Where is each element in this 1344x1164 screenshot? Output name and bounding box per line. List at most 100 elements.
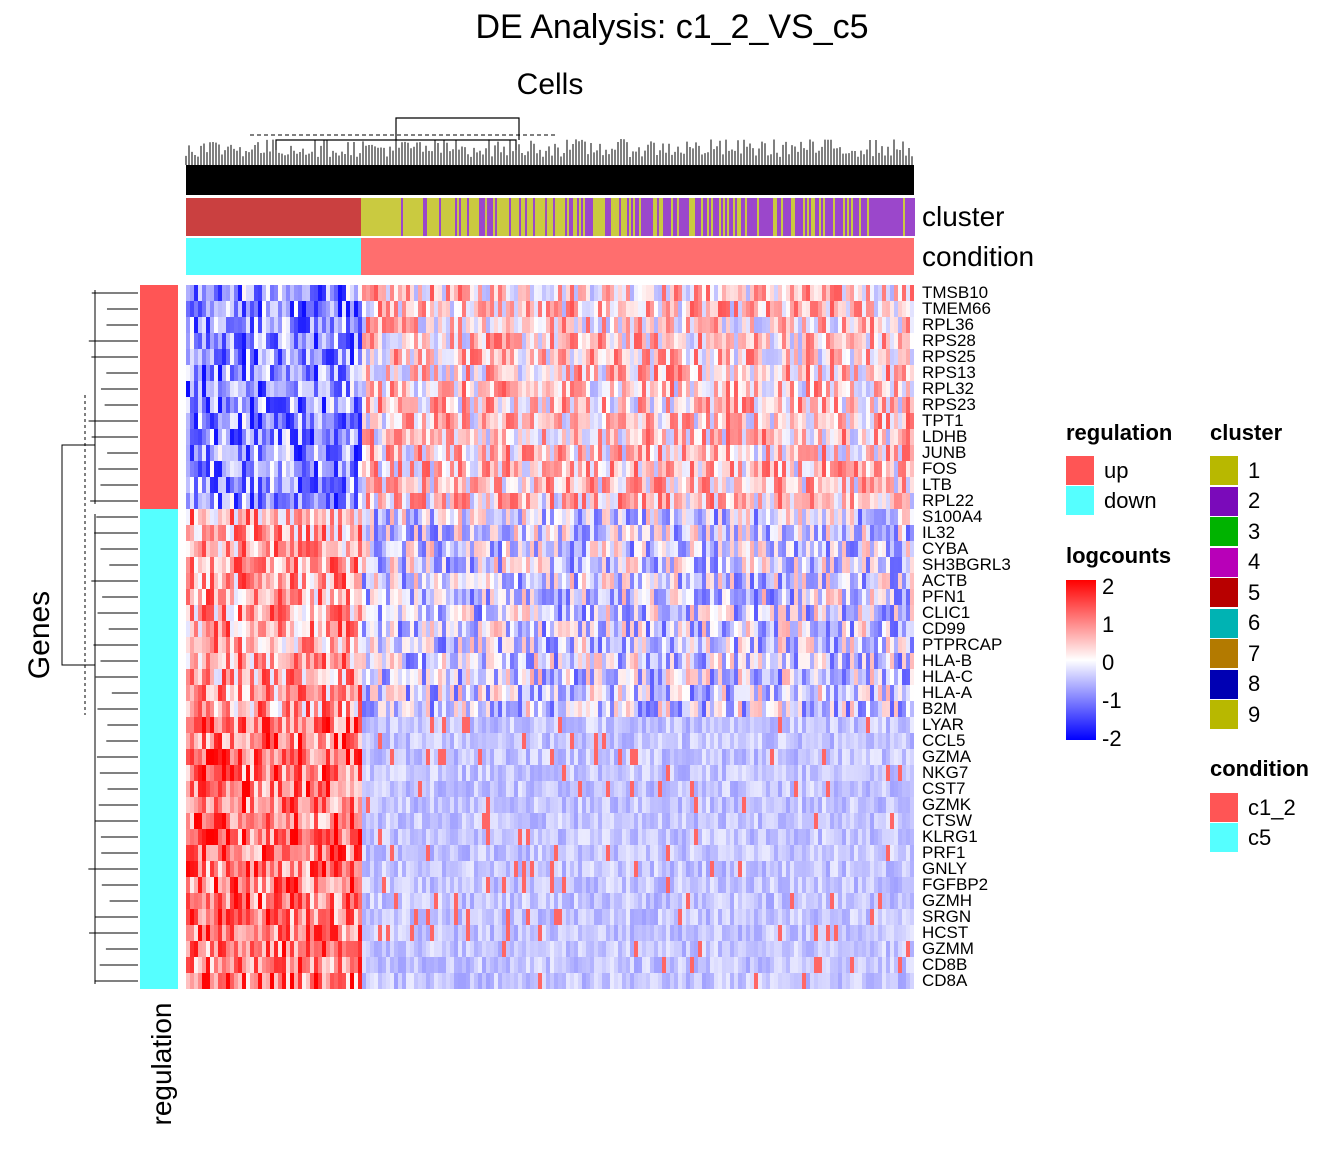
heatmap-cell	[890, 285, 894, 301]
heatmap-cell	[818, 413, 822, 429]
heatmap-cell	[250, 301, 254, 317]
heatmap-cell	[586, 317, 590, 333]
heatmap-cell	[834, 605, 838, 621]
heatmap-cell	[706, 493, 710, 509]
heatmap-cell	[874, 429, 878, 445]
heatmap-cell	[602, 477, 606, 493]
heatmap-cell	[198, 317, 202, 333]
heatmap-cell	[198, 461, 202, 477]
heatmap-cell	[286, 573, 290, 589]
heatmap-cell	[822, 349, 826, 365]
heatmap-cell	[518, 509, 522, 525]
cluster-cell	[465, 198, 467, 236]
heatmap-cell	[298, 525, 302, 541]
heatmap-cell	[266, 685, 270, 701]
cluster-cell	[361, 198, 363, 236]
heatmap-cell	[498, 285, 502, 301]
heatmap-cell	[198, 413, 202, 429]
heatmap-cell	[222, 525, 226, 541]
heatmap-cell	[558, 445, 562, 461]
cluster-cell	[753, 198, 755, 236]
heatmap-cell	[286, 509, 290, 525]
heatmap-cell	[494, 525, 498, 541]
heatmap-cell	[898, 445, 902, 461]
heatmap-cell	[254, 637, 258, 653]
heatmap-cell	[350, 445, 354, 461]
heatmap-cell	[574, 509, 578, 525]
heatmap-cell	[698, 541, 702, 557]
heatmap-cell	[350, 637, 354, 653]
heatmap-cell	[890, 349, 894, 365]
heatmap-cell	[410, 605, 414, 621]
heatmap-cell	[542, 301, 546, 317]
heatmap-cell	[226, 653, 230, 669]
heatmap-cell	[358, 605, 362, 621]
heatmap-cell	[550, 333, 554, 349]
heatmap-cell	[590, 477, 594, 493]
heatmap-cell	[298, 285, 302, 301]
heatmap-cell	[506, 349, 510, 365]
heatmap-cell	[678, 525, 682, 541]
heatmap-cell	[470, 573, 474, 589]
heatmap-cell	[886, 493, 890, 509]
heatmap-cell	[794, 573, 798, 589]
heatmap-cell	[622, 365, 626, 381]
heatmap-cell	[662, 381, 666, 397]
heatmap-cell	[298, 477, 302, 493]
heatmap-cell	[494, 557, 498, 573]
heatmap-cell	[270, 493, 274, 509]
cluster-cell	[451, 198, 453, 236]
heatmap-cell	[714, 557, 718, 573]
heatmap-cell	[210, 685, 214, 701]
heatmap-cell	[402, 285, 406, 301]
heatmap-cell	[406, 285, 410, 301]
heatmap-cell	[758, 397, 762, 413]
heatmap-cell	[878, 509, 882, 525]
heatmap-cell	[246, 445, 250, 461]
cluster-cell	[661, 198, 663, 236]
heatmap-cell	[210, 429, 214, 445]
heatmap-cell	[226, 317, 230, 333]
heatmap-cell	[830, 509, 834, 525]
heatmap-cell	[682, 365, 686, 381]
heatmap-cell	[246, 621, 250, 637]
heatmap-cell	[518, 573, 522, 589]
heatmap-cell	[598, 429, 602, 445]
heatmap-cell	[306, 461, 310, 477]
heatmap-cell	[882, 589, 886, 605]
heatmap-cell	[734, 413, 738, 429]
heatmap-cell	[886, 461, 890, 477]
heatmap-cell	[250, 477, 254, 493]
heatmap-cell	[490, 413, 494, 429]
heatmap-cell	[818, 589, 822, 605]
heatmap-cell	[726, 637, 730, 653]
heatmap-cell	[498, 413, 502, 429]
heatmap-cell	[310, 413, 314, 429]
heatmap-cell	[354, 397, 358, 413]
heatmap-cell	[450, 461, 454, 477]
heatmap-cell	[586, 381, 590, 397]
heatmap-cell	[262, 445, 266, 461]
heatmap-cell	[266, 589, 270, 605]
heatmap-cell	[214, 509, 218, 525]
cluster-cell	[685, 198, 687, 236]
heatmap-cell	[590, 333, 594, 349]
heatmap-cell	[314, 685, 318, 701]
heatmap-cell	[894, 669, 898, 685]
heatmap-cell	[330, 317, 334, 333]
heatmap-cell	[446, 397, 450, 413]
heatmap-cell	[310, 589, 314, 605]
heatmap-cell	[234, 541, 238, 557]
heatmap-cell	[422, 365, 426, 381]
heatmap-cell	[582, 493, 586, 509]
cluster-cell	[407, 198, 409, 236]
heatmap-cell	[654, 509, 658, 525]
heatmap-cell	[498, 461, 502, 477]
heatmap-cell	[906, 589, 910, 605]
heatmap-cell	[538, 333, 542, 349]
heatmap-cell	[718, 557, 722, 573]
heatmap-cell	[554, 397, 558, 413]
heatmap-cell	[606, 685, 610, 701]
heatmap-cell	[378, 509, 382, 525]
heatmap-cell	[370, 541, 374, 557]
